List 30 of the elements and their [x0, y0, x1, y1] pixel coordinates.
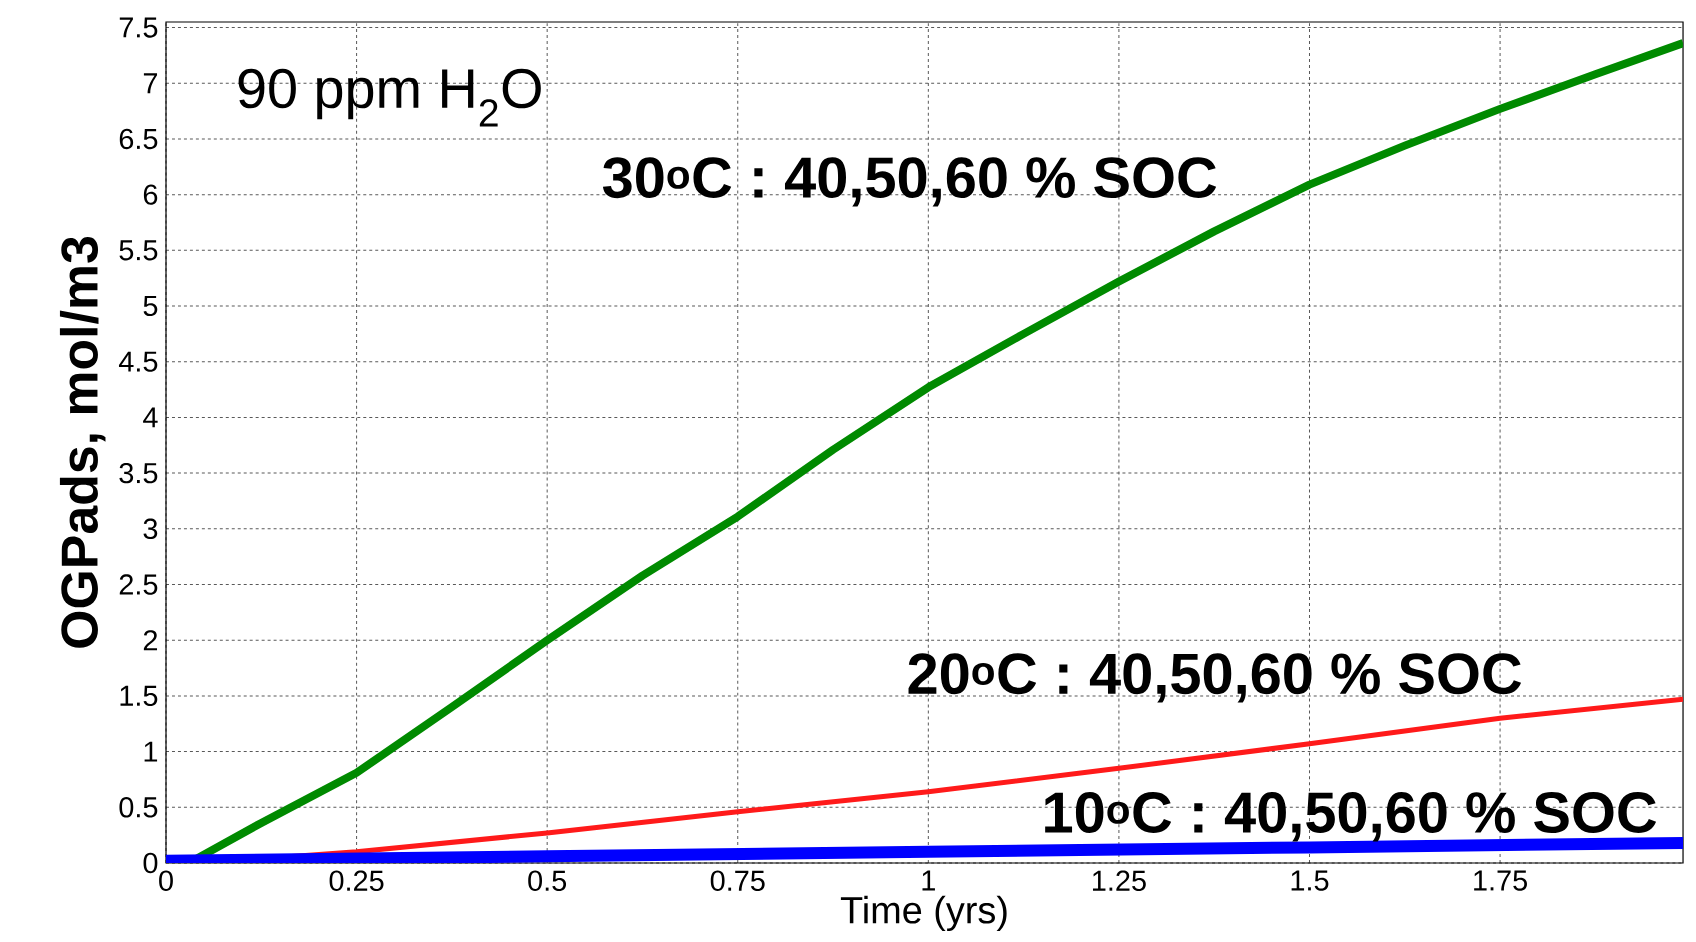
x-tick-label: 1.25 — [1093, 870, 1146, 891]
series-label: 20$^{o}$C : 40,50,60 % SOC — [908, 653, 1522, 703]
y-tick-label: 3 — [143, 518, 158, 540]
y-tick-label: 7 — [143, 73, 158, 94]
y-tick-label: 4 — [143, 407, 158, 428]
y-tick-label: 5 — [143, 295, 158, 317]
x-tick-label: 1.5 — [1291, 870, 1329, 891]
y-tick-label: 5.5 — [119, 240, 158, 261]
y-axis-title: OGPads, mol/m3 — [59, 237, 106, 648]
y-tick-label: 0.5 — [119, 797, 158, 818]
y-tick-label: 6.5 — [119, 128, 158, 150]
x-tick-label: 1.75 — [1474, 870, 1527, 891]
series-label: 10$^{o}$C : 40,50,60 % SOC — [1045, 792, 1657, 842]
annotation: 90 ppm H$_{2}$O — [238, 68, 541, 127]
x-axis-title: Time (yrs) — [840, 895, 1007, 932]
series-label: 30$^{o}$C : 40,50,60 % SOC — [602, 157, 1217, 207]
x-tick-label: 1 — [922, 870, 935, 891]
y-tick-label: 7.5 — [119, 17, 158, 38]
x-tick-label: 0.75 — [710, 870, 765, 891]
y-tick-label: 2 — [143, 630, 158, 651]
y-tick-label: 0 — [143, 852, 158, 874]
y-tick-label: 4.5 — [118, 351, 158, 372]
x-tick-label: 0 — [159, 870, 173, 891]
x-tick-label: 0.25 — [329, 870, 384, 891]
y-tick-label: 6 — [143, 184, 158, 205]
x-tick-label: 0.5 — [528, 870, 567, 891]
y-tick-label: 1.5 — [120, 685, 158, 706]
y-tick-label: 3.5 — [119, 462, 158, 484]
y-tick-label: 1 — [144, 741, 158, 762]
y-tick-label: 2.5 — [119, 574, 158, 595]
